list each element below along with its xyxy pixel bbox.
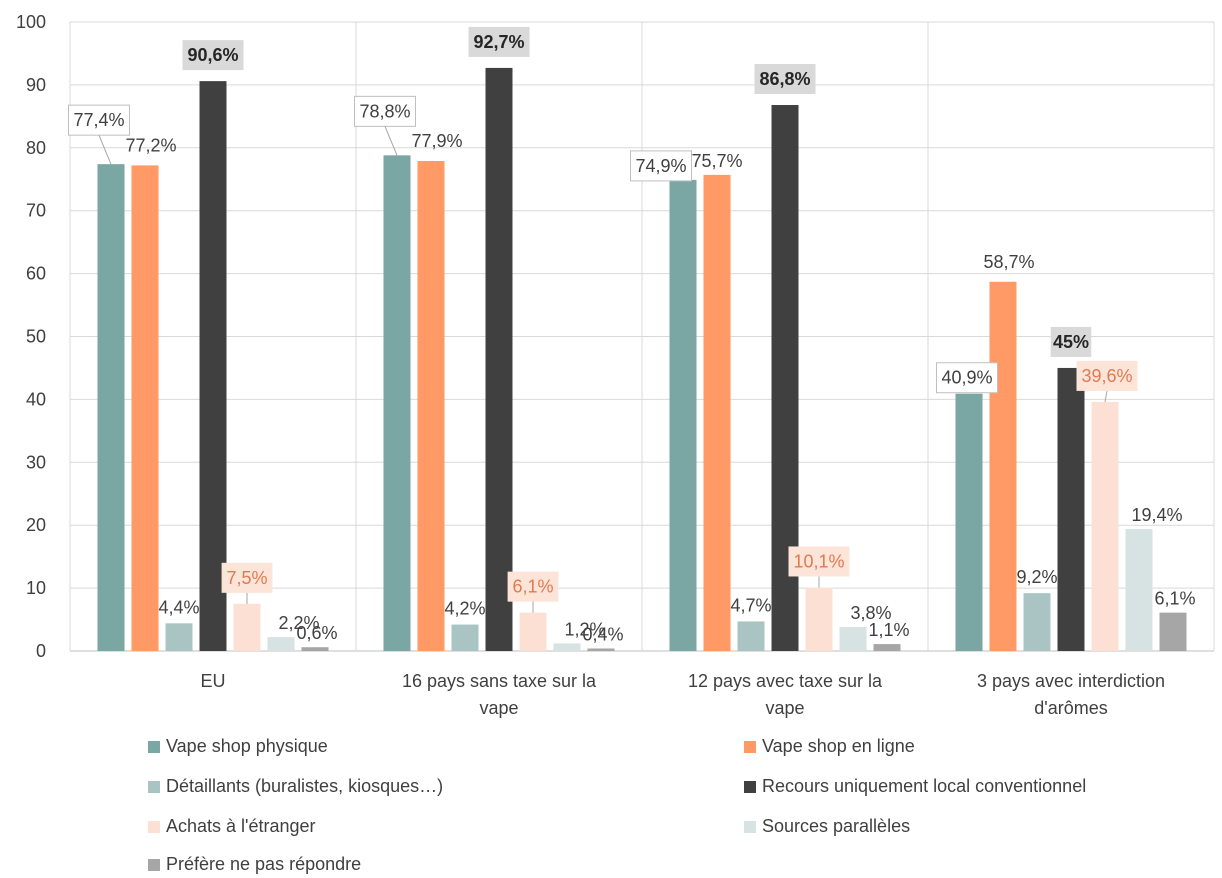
data-label-box xyxy=(1076,360,1138,391)
bar xyxy=(989,281,1017,651)
y-tick-label: 80 xyxy=(26,138,46,158)
data-label-box xyxy=(221,562,273,593)
data-label: 4,4% xyxy=(158,597,199,617)
bar xyxy=(805,587,833,651)
data-label-box xyxy=(788,546,850,577)
data-label: 9,2% xyxy=(1016,567,1057,587)
bar xyxy=(383,155,411,651)
data-label: 58,7% xyxy=(983,252,1034,272)
data-label: 39,6% xyxy=(1081,366,1132,386)
data-label-box xyxy=(468,26,530,57)
bar xyxy=(267,637,295,651)
category-label: 3 pays avec interdiction xyxy=(977,671,1165,691)
data-label: 45% xyxy=(1053,332,1089,352)
data-label: 77,2% xyxy=(125,135,176,155)
category-label: vape xyxy=(765,698,804,718)
data-label-box xyxy=(754,64,816,95)
y-tick-label: 60 xyxy=(26,264,46,284)
bar xyxy=(955,393,983,651)
data-label-box xyxy=(182,40,244,71)
bar xyxy=(485,67,513,652)
bar xyxy=(1159,612,1187,651)
leader-line xyxy=(1104,390,1108,403)
bar xyxy=(1057,367,1085,651)
bar xyxy=(703,174,731,652)
data-label: 86,8% xyxy=(759,69,810,89)
y-tick-label: 30 xyxy=(26,452,46,472)
y-tick-label: 10 xyxy=(26,578,46,598)
leader-line xyxy=(98,134,112,165)
data-label: 4,7% xyxy=(730,595,771,615)
data-label: 2,2% xyxy=(278,613,319,633)
data-label: 3,8% xyxy=(850,603,891,623)
y-tick-label: 20 xyxy=(26,515,46,535)
data-label-box xyxy=(68,104,130,136)
data-label: 19,4% xyxy=(1131,505,1182,525)
data-label: 6,1% xyxy=(1154,589,1195,609)
data-label: 0,4% xyxy=(582,624,623,644)
y-tick-label: 100 xyxy=(16,12,46,32)
category-label: EU xyxy=(200,671,225,691)
data-label: 74,9% xyxy=(635,156,686,176)
bar xyxy=(131,165,159,652)
leader-line xyxy=(384,126,398,156)
data-label: 10,1% xyxy=(793,551,844,571)
category-label: 16 pays sans taxe sur la xyxy=(402,671,597,691)
data-label: 4,2% xyxy=(444,599,485,619)
bar xyxy=(1023,593,1051,651)
y-tick-label: 40 xyxy=(26,389,46,409)
y-tick-label: 50 xyxy=(26,327,46,347)
category-label: 12 pays avec taxe sur la xyxy=(688,671,883,691)
bar xyxy=(301,647,329,651)
bar xyxy=(839,627,867,651)
data-label: 1,1% xyxy=(868,620,909,640)
bar xyxy=(233,603,261,651)
data-label: 1,2% xyxy=(564,619,605,639)
data-label: 0,6% xyxy=(296,623,337,643)
bar xyxy=(873,644,901,651)
data-label-box xyxy=(630,150,692,182)
bar xyxy=(519,612,547,651)
data-label-box xyxy=(936,362,998,394)
y-tick-label: 70 xyxy=(26,201,46,221)
bar xyxy=(553,643,581,651)
category-label: vape xyxy=(479,698,518,718)
bar xyxy=(199,81,227,652)
bar xyxy=(417,161,445,651)
data-label: 90,6% xyxy=(187,45,238,65)
y-tick-label: 0 xyxy=(36,641,46,661)
data-label: 77,9% xyxy=(411,131,462,151)
y-tick-label: 90 xyxy=(26,75,46,95)
bar xyxy=(1125,528,1153,651)
bar xyxy=(97,164,125,652)
data-label: 75,7% xyxy=(691,151,742,171)
bar xyxy=(737,621,765,651)
bar xyxy=(165,623,193,651)
data-label: 6,1% xyxy=(512,577,553,597)
category-label: d'arômes xyxy=(1034,698,1107,718)
bar xyxy=(587,648,615,651)
data-label: 77,4% xyxy=(73,110,124,130)
data-label: 92,7% xyxy=(473,32,524,52)
data-label: 78,8% xyxy=(359,101,410,121)
bar xyxy=(1091,401,1119,651)
bar xyxy=(451,624,479,651)
data-label: 7,5% xyxy=(226,568,267,588)
data-label-box xyxy=(507,571,559,602)
bar xyxy=(669,179,697,651)
data-label: 40,9% xyxy=(941,368,992,388)
data-label-box xyxy=(1050,326,1092,357)
